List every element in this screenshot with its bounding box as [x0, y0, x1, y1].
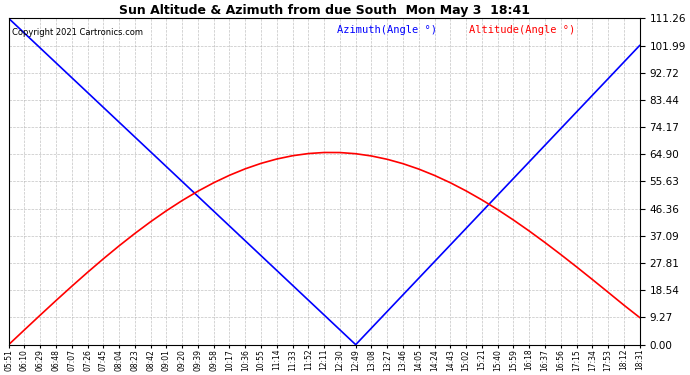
Text: Azimuth(Angle °): Azimuth(Angle °) [337, 25, 437, 35]
Text: Copyright 2021 Cartronics.com: Copyright 2021 Cartronics.com [12, 28, 143, 37]
Text: Altitude(Angle °): Altitude(Angle °) [469, 25, 575, 35]
Title: Sun Altitude & Azimuth from due South  Mon May 3  18:41: Sun Altitude & Azimuth from due South Mo… [119, 4, 530, 17]
